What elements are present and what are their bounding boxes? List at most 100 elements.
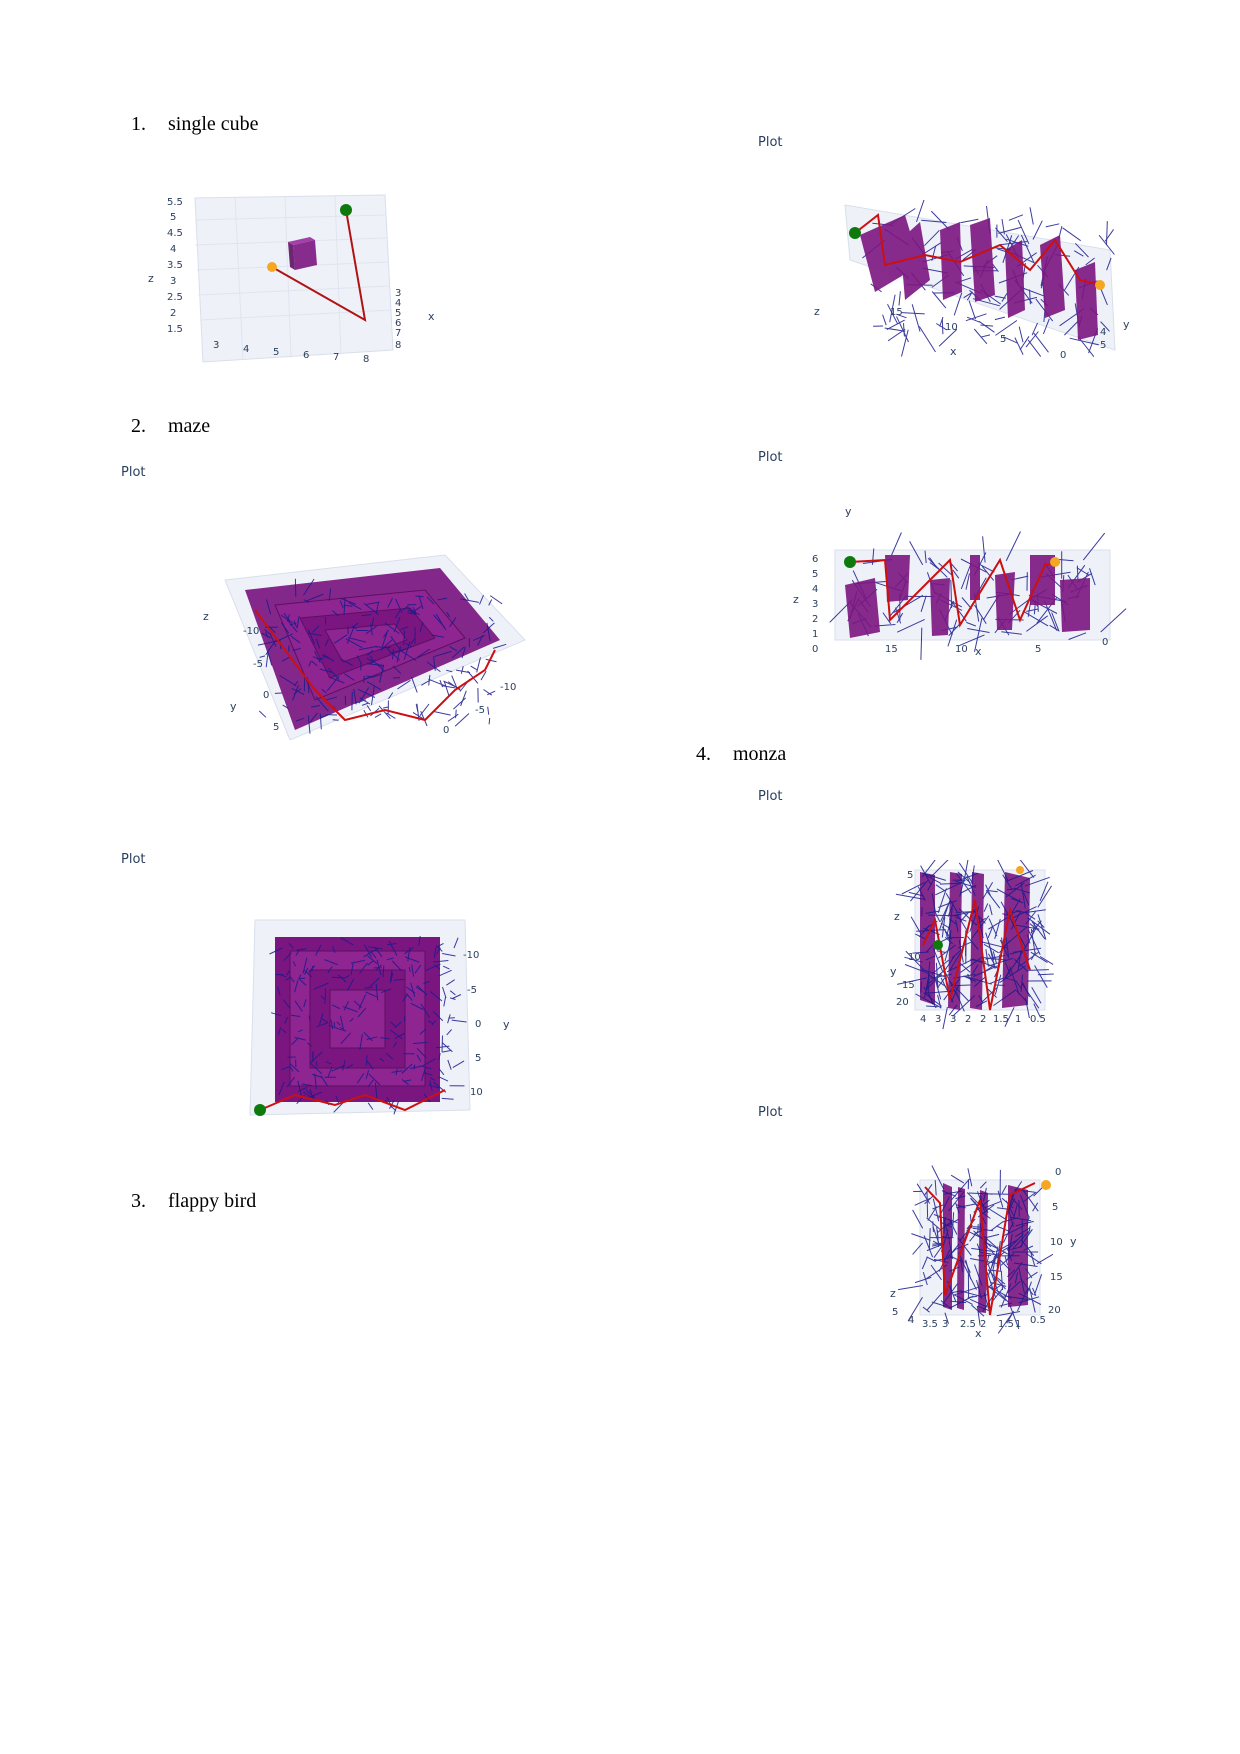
tree-edge — [944, 1312, 949, 1324]
tree-edge — [449, 646, 458, 652]
tree-edge — [349, 1017, 354, 1022]
tree-edge — [429, 991, 443, 1002]
tree-edge — [926, 1256, 937, 1262]
tree-edge — [973, 328, 988, 345]
x-tick: 8 — [363, 354, 369, 365]
plot-title: Plot — [758, 789, 783, 804]
tree-edge — [287, 619, 298, 633]
tree-edge — [1015, 980, 1022, 990]
tree-edge — [348, 637, 367, 643]
tree-edge — [1104, 229, 1115, 242]
tree-edge — [976, 1243, 981, 1253]
start-marker — [933, 940, 943, 950]
maze-plot-perspective[interactable]: z -10 -5 0 y 5 -10 -5 0 — [195, 550, 535, 740]
tree-edge — [989, 904, 993, 916]
y-tick: 5 — [1052, 1202, 1058, 1213]
tree-edge — [987, 1263, 998, 1291]
tree-edge — [933, 1258, 949, 1264]
x-tick: 0 — [1060, 350, 1066, 361]
tree-edge — [294, 1036, 306, 1041]
single-cube-plot[interactable]: 5.5 5 4.5 4 3.5 3 2.5 2 1.5 z 3 4 5 6 7 … — [145, 190, 445, 370]
x-tick: 0 — [1102, 637, 1108, 648]
tree-edge — [1044, 600, 1058, 631]
tree-edge — [1006, 1233, 1024, 1251]
tree-edge — [319, 668, 332, 673]
tree-edge — [923, 1235, 934, 1258]
tree-edge — [1037, 973, 1054, 976]
tree-edge — [366, 1060, 374, 1070]
maze-plot-top-view[interactable]: -10 -5 0 5 10 y — [245, 915, 525, 1120]
tree-edge — [988, 918, 998, 937]
tree-edge — [261, 632, 271, 639]
tree-edge — [1064, 319, 1080, 336]
tree-edge — [395, 1068, 398, 1076]
tree-edge — [923, 992, 942, 1007]
tree-edge — [1035, 298, 1054, 322]
x-axis-title: x — [950, 345, 957, 358]
tree-edge — [960, 956, 983, 973]
tree-edge — [311, 1073, 323, 1078]
tree-edge — [314, 650, 321, 664]
tree-edge — [442, 986, 447, 999]
tree-edge — [917, 886, 926, 901]
x-tick: 15 — [890, 307, 903, 318]
tree-edge — [1001, 631, 1022, 635]
tree-edge — [1023, 1191, 1037, 1202]
tree-edge — [441, 1097, 454, 1100]
tree-edge — [359, 962, 368, 974]
tree-edge — [950, 579, 953, 609]
y-tick-labels-right: 3 4 5 6 7 8 — [395, 288, 401, 351]
tree-edge — [932, 1243, 942, 1247]
tree-edge — [984, 1233, 1000, 1239]
x-tick: 10 — [955, 644, 968, 655]
tree-edge — [447, 681, 462, 692]
tree-edge — [936, 977, 946, 989]
monza-plot-top-view[interactable]: 0 5 10 15 20 y z 5 4 3.5 3 2.5 2 1.5 1 0… — [880, 1165, 1080, 1340]
tree-edge — [417, 648, 431, 658]
monza-plot-front-view[interactable]: 5 z 10 y 15 20 4 3 3 2 2 1.5 1 0.5 — [880, 860, 1060, 1030]
y-tick: 4 — [395, 298, 401, 309]
y-axis-title: y — [890, 965, 897, 978]
tree-edge — [389, 1029, 403, 1040]
tree-edge — [433, 964, 441, 970]
x-tick: 1.5 — [993, 1014, 1009, 1025]
tree-edge — [971, 915, 990, 939]
tree-edge — [303, 599, 310, 604]
tree-edge — [1026, 608, 1039, 612]
tree-edge — [340, 597, 357, 605]
tree-edge — [997, 860, 1009, 881]
tree-edge — [933, 909, 941, 923]
tree-edge — [981, 956, 1007, 961]
tree-edge — [1039, 881, 1049, 901]
tree-edge — [311, 705, 320, 708]
tree-edge — [318, 1012, 324, 1025]
flappy-bird-plot-perspective[interactable]: z 15 10 5 0 x 4 5 y — [810, 200, 1140, 370]
tree-edge — [948, 1191, 965, 1212]
tree-edge — [988, 1286, 1007, 1301]
tree-edge — [994, 1284, 1002, 1290]
flappy-bird-plot-side-view[interactable]: y 6 5 4 3 2 1 0 z 15 10 5 0 x — [790, 500, 1130, 660]
y-tick: 0 — [475, 1019, 481, 1030]
tree-edge — [955, 990, 965, 1012]
tree-edge — [985, 889, 1001, 909]
obstacle-cube — [288, 237, 317, 270]
tree-edge — [324, 988, 327, 1005]
tree-edge — [922, 242, 942, 255]
tree-edge — [976, 1305, 981, 1326]
tree-edge — [402, 1063, 413, 1073]
tree-edge — [914, 1197, 931, 1206]
x-tick: 0.5 — [1030, 1315, 1046, 1326]
tree-edge — [283, 999, 291, 1009]
tree-edge — [375, 983, 379, 1001]
tree-edge — [960, 1259, 963, 1272]
tree-edge — [374, 646, 392, 649]
z-tick-labels: 6 5 4 3 2 1 0 — [812, 554, 818, 655]
tree-edge — [303, 675, 306, 692]
tree-edge — [265, 652, 269, 668]
plot-title: Plot — [758, 135, 783, 150]
tree-edge — [455, 709, 457, 719]
tree-edge — [974, 1264, 983, 1286]
tree-edge — [948, 1004, 958, 1016]
tree-edge — [955, 916, 967, 922]
tree-edge — [987, 1207, 1007, 1220]
